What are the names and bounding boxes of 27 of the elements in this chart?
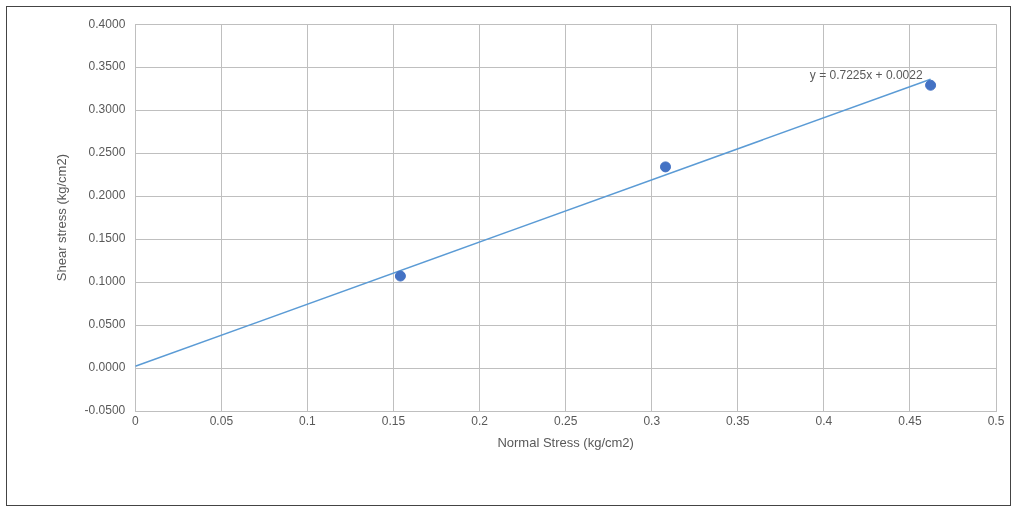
x-tick-label: 0.1 <box>299 413 317 428</box>
y-tick-label: 0.3500 <box>88 59 126 74</box>
y-tick-label: 0.0500 <box>88 317 126 332</box>
point <box>925 79 937 91</box>
x-tick-label: 0.3 <box>643 413 661 428</box>
point <box>394 270 406 282</box>
x-tick-label: 0 <box>131 413 139 428</box>
y-tick-label: 0.3000 <box>88 102 126 117</box>
x-tick-label: 0.15 <box>381 413 406 428</box>
x-tick-label: 0.35 <box>726 413 750 428</box>
y-tick-label: 0.1500 <box>88 231 126 246</box>
point <box>659 161 671 173</box>
y-tick-label: -0.0500 <box>84 403 126 418</box>
x-tick-label: 0.5 <box>987 413 1005 428</box>
x-axis-title: Normal Stress (kg/cm2) <box>497 434 634 450</box>
y-tick-label: 0.2500 <box>88 145 126 160</box>
x-tick-label: 0.45 <box>898 413 922 428</box>
x-tick-label: 0.25 <box>553 413 578 428</box>
x-tick-label: 0.4 <box>815 413 833 428</box>
y-tick-label: 0.0000 <box>88 360 126 375</box>
annotation: y = 0.7225x + 0.0022 <box>809 67 923 82</box>
x-tick-label: 0.2 <box>471 413 489 428</box>
y-tick-label: 0.2000 <box>88 188 126 203</box>
y-tick-label: 0.1000 <box>88 274 126 289</box>
y-tick-label: 0.4000 <box>88 16 126 31</box>
y-axis-title: Shear stress (kg/cm2) <box>54 154 70 282</box>
x-tick-label: 0.05 <box>209 413 234 428</box>
